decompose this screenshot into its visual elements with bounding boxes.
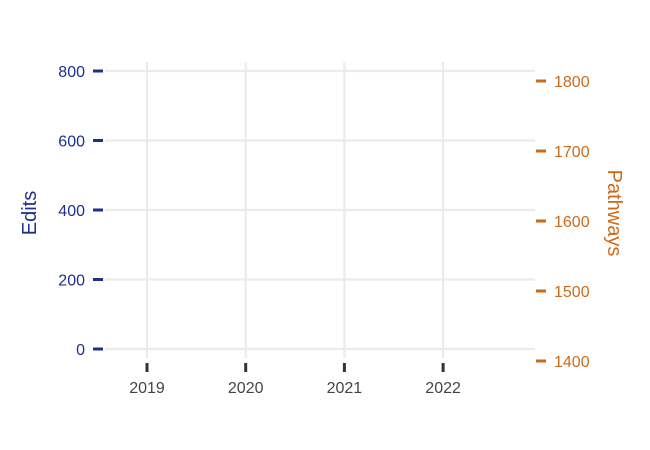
x-tick-label: 2020 [228, 380, 264, 397]
right-y-tick-label: 1500 [554, 284, 590, 301]
right-y-tick-label: 1400 [554, 354, 590, 371]
right-y-tick-label: 1800 [554, 74, 590, 91]
x-tick-label: 2021 [327, 380, 363, 397]
left-y-tick-label: 800 [58, 64, 85, 81]
y-axis-title-left: Edits [19, 191, 41, 235]
grid [105, 62, 535, 358]
right-y-tick-label: 1600 [554, 214, 590, 231]
x-tick-label: 2022 [425, 380, 461, 397]
left-y-axis: 0 200 400 600 800 [58, 64, 103, 359]
left-y-tick-label: 600 [58, 134, 85, 151]
x-axis: 2019 2020 2021 2022 [129, 363, 461, 397]
left-y-tick-label: 0 [76, 342, 85, 359]
right-y-tick-label: 1700 [554, 144, 590, 161]
right-y-axis: 1400 1500 1600 1700 1800 [536, 74, 590, 371]
y-axis-title-right: Pathways [603, 170, 625, 257]
left-y-tick-label: 400 [58, 203, 85, 220]
left-y-tick-label: 200 [58, 273, 85, 290]
x-tick-label: 2019 [129, 380, 165, 397]
